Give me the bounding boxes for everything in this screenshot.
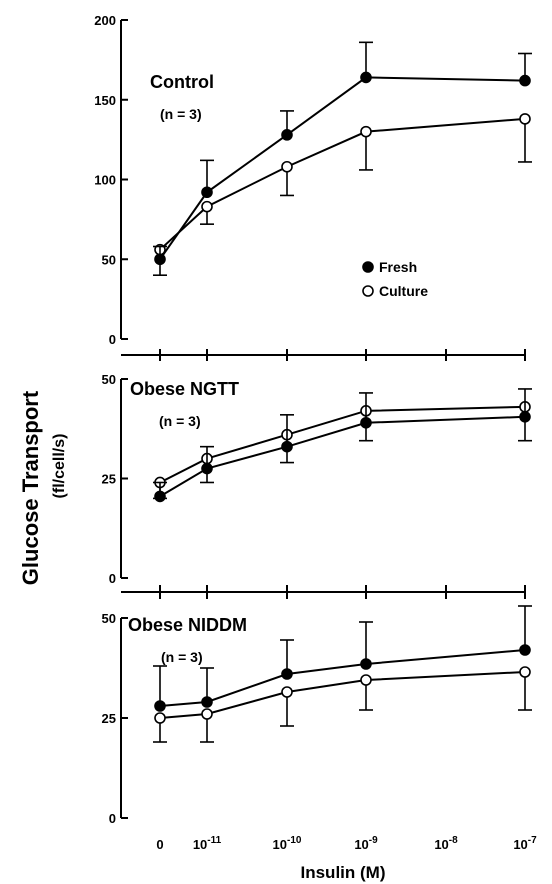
y-tick-label: 100 bbox=[94, 173, 116, 188]
y-tick-label: 150 bbox=[94, 93, 116, 108]
legend-label-culture: Culture bbox=[379, 283, 428, 299]
data-point-culture bbox=[154, 712, 166, 724]
data-point-fresh bbox=[281, 129, 293, 141]
y-tick-label: 50 bbox=[102, 252, 116, 267]
data-point-fresh bbox=[519, 644, 531, 656]
data-point-fresh bbox=[201, 462, 213, 475]
data-point-fresh bbox=[154, 253, 166, 266]
data-point-fresh bbox=[154, 490, 166, 503]
data-point-culture bbox=[281, 160, 293, 173]
data-point-culture bbox=[519, 113, 531, 125]
x-tick-label: 10-8 bbox=[434, 835, 458, 852]
data-point-fresh bbox=[519, 411, 531, 423]
data-point-culture bbox=[201, 200, 213, 213]
y-tick-label: 25 bbox=[102, 711, 116, 726]
panel-n-label: (n = 3) bbox=[159, 413, 201, 429]
panel-2: 0 25 50 Obese NGTT (n = 3) bbox=[102, 372, 532, 599]
series-line-culture bbox=[159, 671, 526, 719]
y-axis-title: Glucose Transport bbox=[18, 390, 43, 585]
y-tick-label: 0 bbox=[109, 811, 116, 826]
x-axis-title: Insulin (M) bbox=[301, 863, 386, 882]
x-tick-label: 10-9 bbox=[354, 835, 378, 852]
x-tick-label: 0 bbox=[156, 837, 163, 852]
panel-1: 0 50 100 150 200 Control (n = 3) bbox=[94, 13, 532, 361]
panel-title: Control bbox=[150, 72, 214, 92]
data-point-culture bbox=[360, 674, 372, 686]
data-point-fresh bbox=[519, 74, 531, 87]
series-line-culture bbox=[159, 117, 526, 251]
legend-label-fresh: Fresh bbox=[379, 259, 417, 275]
y-tick-label: 200 bbox=[94, 13, 116, 28]
data-point-fresh bbox=[360, 658, 372, 670]
data-point-fresh bbox=[201, 696, 213, 708]
series-line-fresh bbox=[159, 649, 526, 707]
y-tick-label: 50 bbox=[102, 611, 116, 626]
data-point-culture bbox=[201, 708, 213, 720]
y-tick-label: 25 bbox=[102, 472, 116, 487]
y-tick-label: 50 bbox=[102, 372, 116, 387]
panel-n-label: (n = 3) bbox=[160, 106, 202, 122]
data-point-fresh bbox=[281, 440, 293, 453]
panel-n-label: (n = 3) bbox=[161, 649, 203, 665]
x-tick-label: 10-11 bbox=[193, 835, 222, 852]
data-point-fresh bbox=[154, 700, 166, 712]
panel-title: Obese NGTT bbox=[130, 379, 239, 399]
series-line-fresh bbox=[159, 76, 526, 260]
data-point-culture bbox=[281, 686, 293, 698]
legend-marker-culture bbox=[362, 285, 374, 297]
panel-title: Obese NIDDM bbox=[128, 615, 247, 635]
x-tick-label: 10-10 bbox=[273, 835, 302, 852]
data-point-fresh bbox=[281, 668, 293, 680]
data-point-fresh bbox=[360, 416, 372, 429]
y-tick-label: 0 bbox=[109, 571, 116, 586]
x-tick-labels: 0 10-11 10-10 10-9 10-8 10-7 bbox=[156, 835, 537, 852]
data-point-fresh bbox=[201, 186, 213, 199]
legend: Fresh Culture bbox=[362, 259, 428, 299]
x-tick-label: 10-7 bbox=[513, 835, 537, 852]
y-tick-label: 0 bbox=[109, 332, 116, 347]
data-point-culture bbox=[519, 666, 531, 678]
legend-marker-fresh bbox=[362, 261, 374, 273]
data-point-culture bbox=[360, 125, 372, 138]
data-point-fresh bbox=[360, 71, 372, 84]
y-axis-unit: (fl/cell/s) bbox=[51, 434, 68, 499]
panel-3: 0 25 50 Obese NIDDM (n = 3) bbox=[102, 605, 532, 826]
